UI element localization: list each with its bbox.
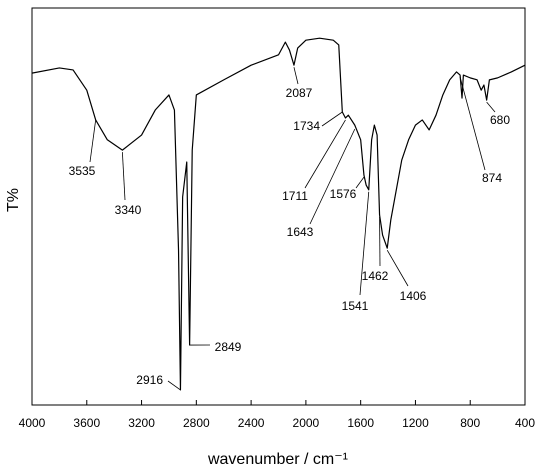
annotation-leader <box>309 128 356 225</box>
annotation-label: 3535 <box>69 164 96 178</box>
annotation-label: 1576 <box>330 187 357 201</box>
x-tick-label: 2400 <box>238 416 265 430</box>
annotation-label: 3340 <box>115 203 142 217</box>
plot-frame <box>31 7 526 406</box>
annotation-label: 680 <box>490 113 510 127</box>
annotation-leader <box>293 67 299 85</box>
annotation-leader <box>121 152 126 201</box>
x-tick-label: 2800 <box>183 416 210 430</box>
annotation-label: 1734 <box>293 119 320 133</box>
annotation-label: 1711 <box>282 189 308 203</box>
x-tick-label: 4000 <box>19 416 46 430</box>
spectrum-line <box>31 37 526 391</box>
y-axis-title: T% <box>5 188 22 212</box>
annotation-leader <box>386 249 409 287</box>
annotation-label: 2916 <box>136 373 163 387</box>
annotation-leader <box>167 380 181 391</box>
x-tick-label: 1200 <box>402 416 429 430</box>
annotation-leader <box>304 119 346 189</box>
x-tick-label: 400 <box>515 416 535 430</box>
x-tick-label: 3200 <box>128 416 155 430</box>
x-tick-label: 1600 <box>347 416 374 430</box>
x-axis-title: wavenumber / cm⁻¹ <box>207 451 348 468</box>
annotation-label: 1462 <box>362 269 389 283</box>
annotation-leader <box>359 191 370 296</box>
x-tick-label: 2000 <box>293 416 320 430</box>
annotation-leader <box>89 119 97 163</box>
annotation-label: 1643 <box>287 225 314 239</box>
annotation-leader <box>486 101 496 113</box>
annotation-label: 2849 <box>215 340 242 354</box>
x-tick-label: 800 <box>460 416 480 430</box>
annotation-label: 1406 <box>400 289 427 303</box>
annotation-label: 2087 <box>286 86 313 100</box>
annotation-leader <box>355 176 365 189</box>
annotation-leader <box>321 111 343 127</box>
annotation-label: 874 <box>482 171 502 185</box>
annotation-label: 1541 <box>342 299 369 313</box>
annotation-leader <box>459 76 486 171</box>
x-tick-label: 3600 <box>73 416 100 430</box>
